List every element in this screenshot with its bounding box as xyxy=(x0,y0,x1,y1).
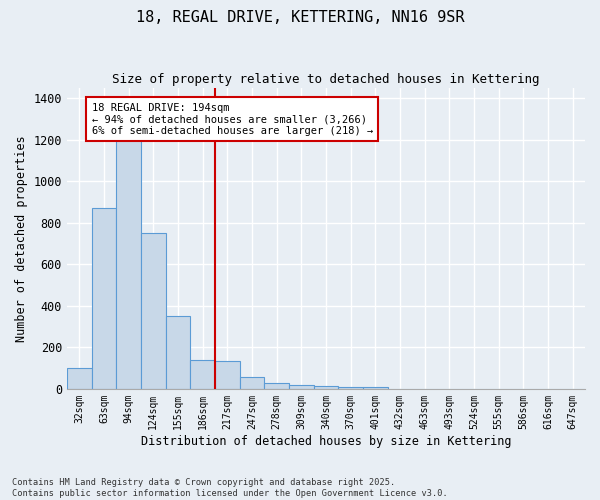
Bar xyxy=(141,234,166,389)
Bar xyxy=(314,386,338,389)
Bar xyxy=(215,361,239,389)
Bar xyxy=(92,208,116,389)
Bar xyxy=(239,378,264,389)
Title: Size of property relative to detached houses in Kettering: Size of property relative to detached ho… xyxy=(112,72,540,86)
X-axis label: Distribution of detached houses by size in Kettering: Distribution of detached houses by size … xyxy=(141,434,511,448)
Text: 18 REGAL DRIVE: 194sqm
← 94% of detached houses are smaller (3,266)
6% of semi-d: 18 REGAL DRIVE: 194sqm ← 94% of detached… xyxy=(92,102,373,136)
Bar xyxy=(363,387,388,389)
Bar xyxy=(264,382,289,389)
Bar xyxy=(116,126,141,389)
Bar xyxy=(289,384,314,389)
Bar xyxy=(338,387,363,389)
Y-axis label: Number of detached properties: Number of detached properties xyxy=(15,135,28,342)
Bar xyxy=(166,316,190,389)
Text: 18, REGAL DRIVE, KETTERING, NN16 9SR: 18, REGAL DRIVE, KETTERING, NN16 9SR xyxy=(136,10,464,25)
Text: Contains HM Land Registry data © Crown copyright and database right 2025.
Contai: Contains HM Land Registry data © Crown c… xyxy=(12,478,448,498)
Bar xyxy=(67,368,92,389)
Bar xyxy=(190,360,215,389)
